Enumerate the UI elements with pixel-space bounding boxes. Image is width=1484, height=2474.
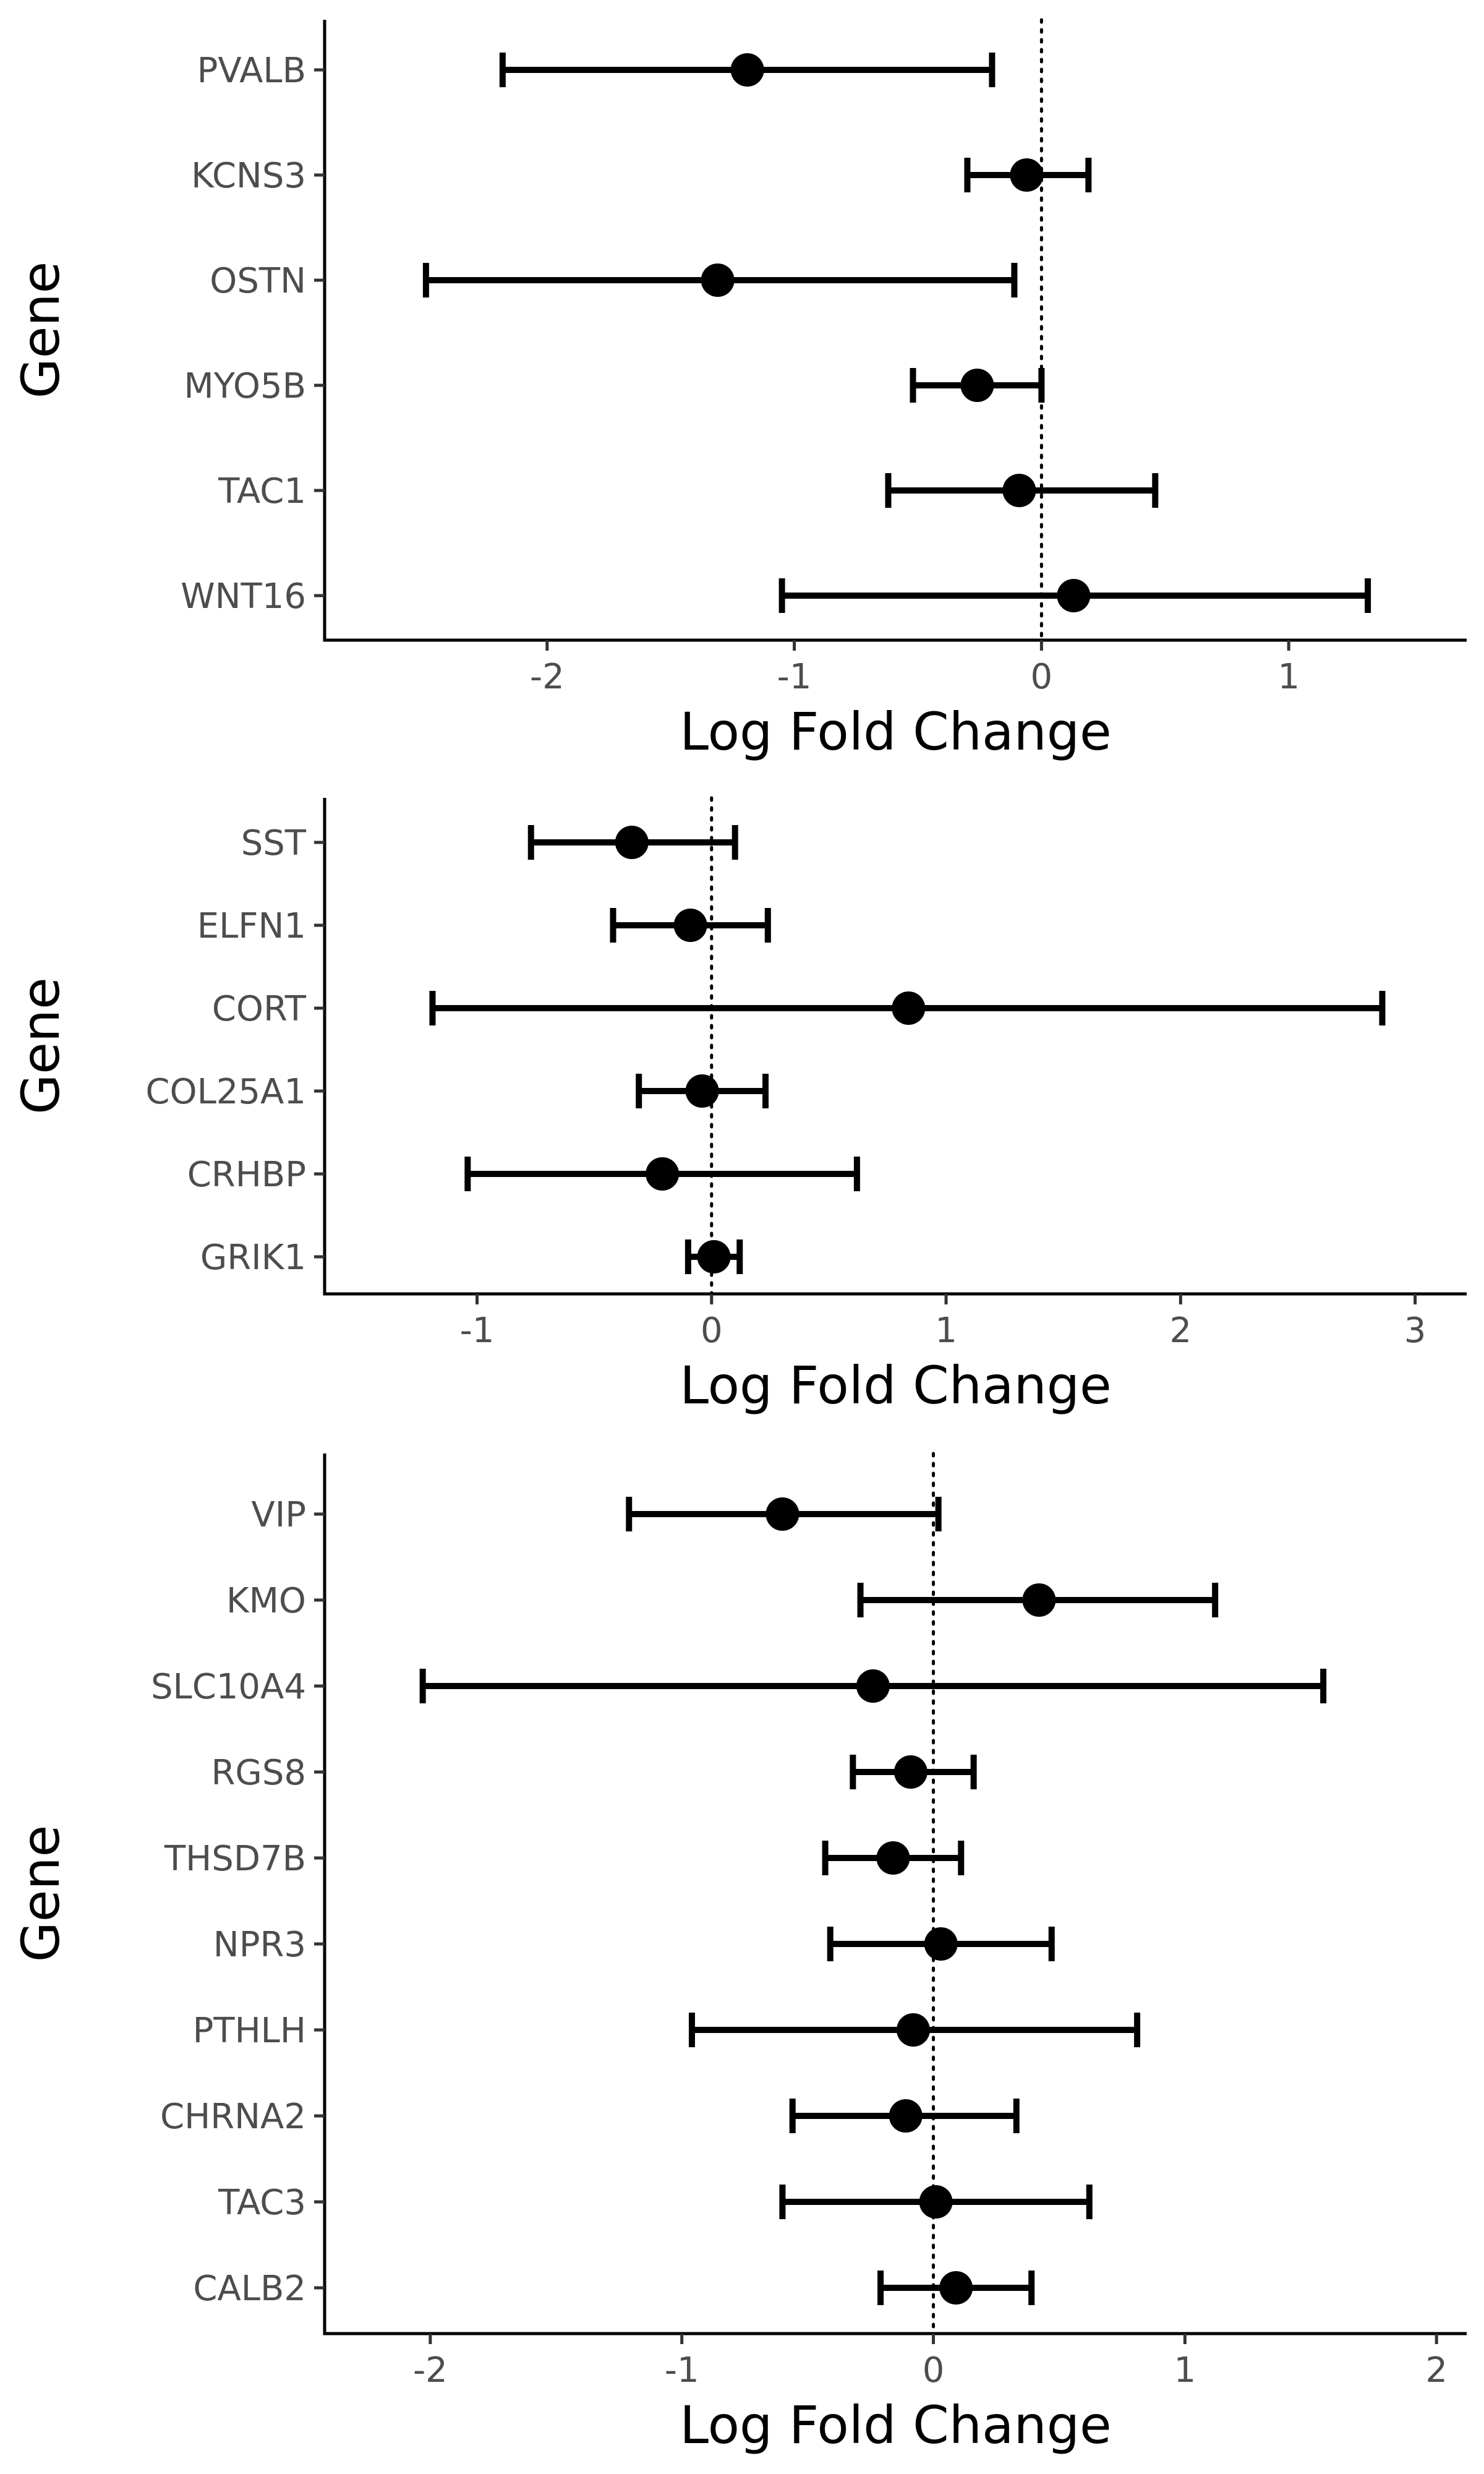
estimate-point <box>896 2013 930 2047</box>
x-tick-label: 2 <box>1425 2350 1448 2391</box>
gene-label: COL25A1 <box>145 1072 306 1112</box>
panel-1: -2 -1 0 1 Log Fold Change Gene PVALB KCNS3 OSTN M… <box>11 18 1467 762</box>
estimate-point <box>893 1755 927 1789</box>
x-tick-label: 0 <box>923 2350 945 2391</box>
estimate-point <box>1002 474 1036 507</box>
gene-label: CORT <box>212 989 307 1029</box>
x-tick-label: 1 <box>1277 657 1300 697</box>
gene-label: VIP <box>251 1495 306 1535</box>
estimate-point <box>939 2271 973 2305</box>
gene-label: SLC10A4 <box>151 1667 306 1707</box>
gene-label: TAC1 <box>218 471 306 511</box>
estimate-point <box>919 2185 953 2219</box>
panel-3: -2 -1 0 1 2 Log Fold Change Gene VIP KMO SLC10A4 R… <box>11 1452 1467 2455</box>
estimate-point <box>1057 579 1091 612</box>
gene-label: KMO <box>226 1581 306 1621</box>
y-axis-title: Gene <box>11 262 71 399</box>
gene-label: CHRNA2 <box>160 2097 306 2137</box>
x-tick-label: -2 <box>530 657 565 697</box>
x-tick-label: 0 <box>701 1311 723 1351</box>
estimate-point <box>765 1497 800 1531</box>
gene-label: CRHBP <box>187 1155 306 1195</box>
x-axis-title: Log Fold Change <box>680 2395 1111 2455</box>
gene-label: CALB2 <box>193 2269 306 2309</box>
estimate-point <box>697 1240 731 1273</box>
y-axis-title: Gene <box>11 977 71 1115</box>
estimate-point <box>892 991 926 1025</box>
estimate-point <box>730 53 764 87</box>
estimate-point <box>673 909 707 942</box>
estimate-point <box>701 263 735 297</box>
estimate-point <box>889 2099 923 2133</box>
gene-label: TAC3 <box>218 2183 306 2223</box>
gene-label: PTHLH <box>193 2011 306 2051</box>
x-axis-title: Log Fold Change <box>680 1355 1111 1416</box>
x-tick-label: 2 <box>1169 1311 1192 1351</box>
x-tick-label: -1 <box>777 657 812 697</box>
estimate-point <box>924 1927 958 1961</box>
estimate-point <box>876 1841 910 1875</box>
x-tick-label: -1 <box>665 2350 699 2391</box>
x-tick-label: 1 <box>1174 2350 1196 2391</box>
x-tick-label: 3 <box>1404 1311 1426 1351</box>
x-tick-label: -2 <box>413 2350 448 2391</box>
gene-label: RGS8 <box>211 1753 306 1793</box>
estimate-point <box>685 1074 719 1108</box>
gene-label: GRIK1 <box>200 1238 306 1278</box>
estimate-point <box>856 1669 890 1703</box>
gene-label: KCNS3 <box>191 156 306 196</box>
panel-2: -1 0 1 2 3 Log Fold Change Gene SST ELFN1 CORT COL… <box>11 796 1467 1416</box>
gene-label: MYO5B <box>184 366 306 406</box>
gene-label: OSTN <box>210 261 306 301</box>
gene-label: PVALB <box>197 51 306 91</box>
gene-label: SST <box>241 823 307 863</box>
x-axis-title: Log Fold Change <box>680 701 1111 762</box>
x-tick-label: -1 <box>460 1311 495 1351</box>
gene-label: NPR3 <box>213 1925 306 1965</box>
estimate-point <box>960 369 994 402</box>
y-axis-title: Gene <box>11 1825 71 1963</box>
gene-label: THSD7B <box>164 1839 306 1879</box>
gene-label: WNT16 <box>181 576 306 617</box>
x-tick-label: 0 <box>1031 657 1053 697</box>
x-tick-label: 1 <box>935 1311 957 1351</box>
gene-label: ELFN1 <box>197 906 306 946</box>
estimate-point <box>1010 158 1044 192</box>
estimate-point <box>615 826 649 859</box>
estimate-point <box>1022 1583 1056 1617</box>
estimate-point <box>646 1157 680 1191</box>
